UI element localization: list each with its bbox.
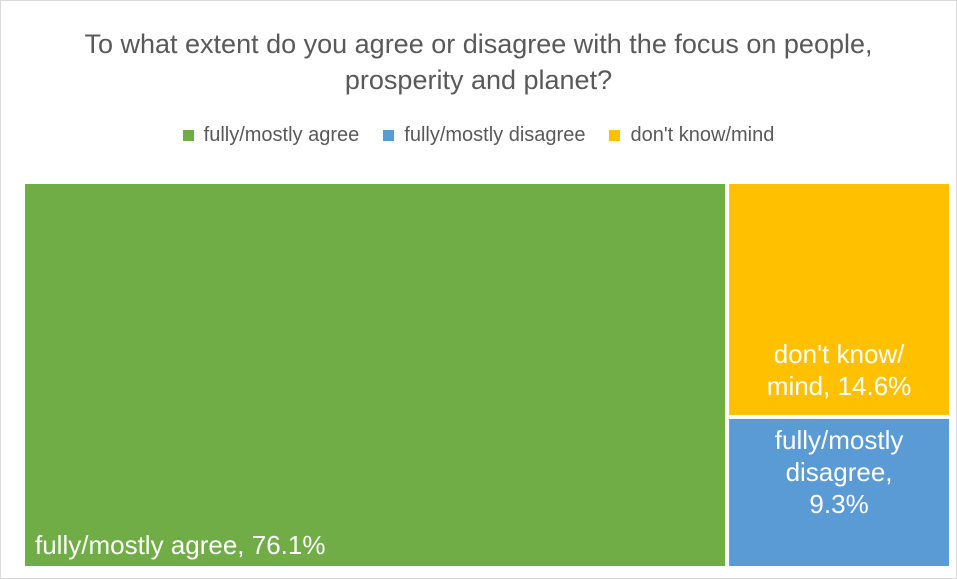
tile-agree-label: fully/mostly agree, 76.1% xyxy=(35,530,325,560)
legend-swatch-dont-know xyxy=(609,130,621,141)
chart-legend: fully/mostly agree fully/mostly disagree… xyxy=(0,124,957,147)
legend-label-agree: fully/mostly agree xyxy=(203,124,360,146)
legend-swatch-agree xyxy=(182,130,194,141)
legend-label-disagree: fully/mostly disagree xyxy=(404,124,586,146)
tile-dont-know-label: don't know/mind, 14.6% xyxy=(767,339,912,401)
tile-disagree xyxy=(729,418,949,566)
tile-agree xyxy=(25,184,726,566)
legend-item-dont-know: don't know/mind xyxy=(609,124,774,147)
legend-swatch-disagree xyxy=(383,130,395,141)
tile-disagree-label: fully/mostly disagree, 9.3% xyxy=(775,425,904,519)
legend-label-dont-know: don't know/mind xyxy=(630,124,775,146)
tile-dont-know xyxy=(729,184,949,415)
chart-title: To what extent do you agree or disagree … xyxy=(84,29,873,95)
legend-item-agree: fully/mostly agree xyxy=(182,124,360,147)
legend-item-disagree: fully/mostly disagree xyxy=(383,124,585,147)
